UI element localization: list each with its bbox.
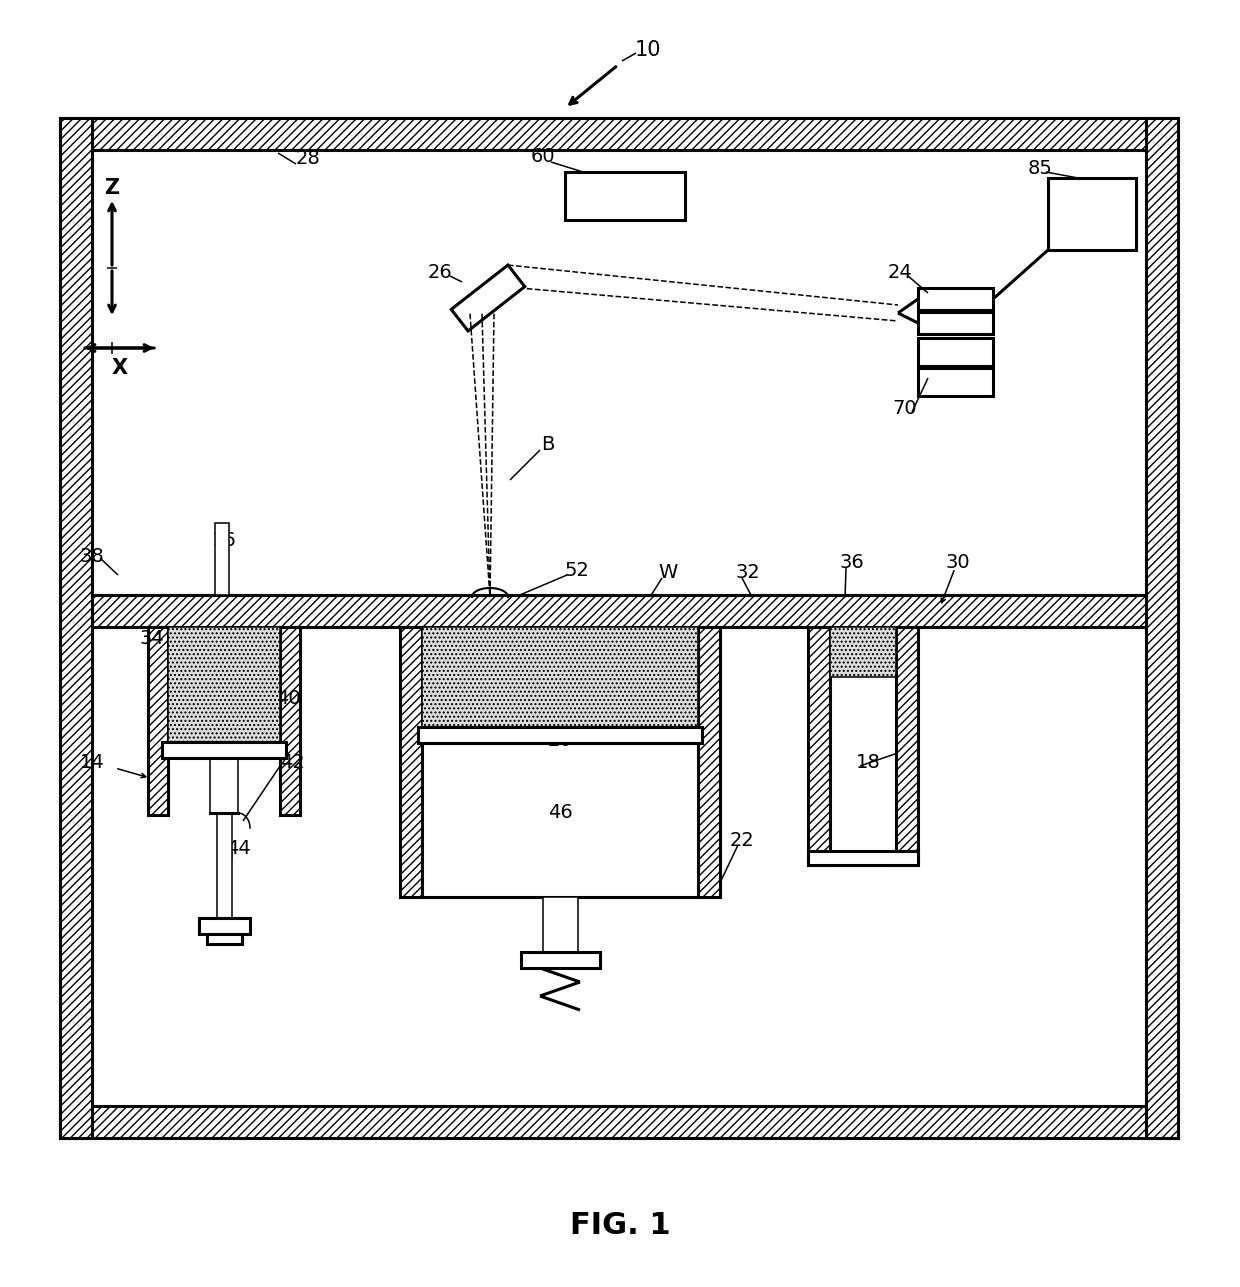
Text: 46: 46 bbox=[548, 803, 573, 821]
Bar bbox=[162, 743, 286, 758]
Text: 18: 18 bbox=[856, 753, 880, 771]
Bar bbox=[148, 627, 167, 815]
Text: 14: 14 bbox=[79, 753, 104, 771]
Bar bbox=[918, 338, 993, 366]
Bar bbox=[1048, 178, 1136, 250]
Text: P: P bbox=[217, 674, 231, 694]
Bar bbox=[207, 934, 242, 943]
Text: 26: 26 bbox=[428, 263, 453, 282]
Text: 28: 28 bbox=[295, 148, 320, 167]
Text: 42: 42 bbox=[280, 753, 304, 771]
Text: X: X bbox=[112, 358, 128, 378]
Bar bbox=[418, 727, 702, 743]
Bar bbox=[808, 627, 830, 865]
Text: Z: Z bbox=[104, 178, 119, 198]
Bar bbox=[422, 743, 698, 897]
Bar bbox=[1146, 118, 1178, 1138]
Text: 38: 38 bbox=[79, 547, 104, 565]
Text: 30: 30 bbox=[946, 553, 971, 573]
Text: 32: 32 bbox=[735, 564, 760, 583]
Bar bbox=[198, 918, 250, 934]
Bar bbox=[918, 288, 993, 310]
Bar bbox=[60, 118, 1178, 151]
Text: W: W bbox=[658, 564, 677, 583]
Text: 16: 16 bbox=[212, 530, 237, 550]
Text: 22: 22 bbox=[729, 830, 754, 849]
Bar bbox=[830, 627, 897, 677]
Bar bbox=[918, 311, 993, 335]
Text: P: P bbox=[553, 668, 567, 686]
Bar bbox=[92, 595, 1146, 627]
Bar bbox=[280, 627, 300, 815]
Bar bbox=[401, 627, 422, 897]
Text: 24: 24 bbox=[888, 263, 913, 282]
Text: 20: 20 bbox=[548, 731, 573, 749]
Text: 40: 40 bbox=[275, 689, 300, 708]
Bar bbox=[808, 851, 918, 865]
Text: 44: 44 bbox=[226, 839, 250, 857]
Text: 36: 36 bbox=[839, 553, 864, 573]
Text: FIG. 1: FIG. 1 bbox=[569, 1211, 671, 1239]
Text: B: B bbox=[542, 435, 554, 454]
Text: 34: 34 bbox=[140, 628, 165, 647]
Bar bbox=[897, 627, 918, 865]
Text: 60: 60 bbox=[531, 147, 556, 166]
Text: 52: 52 bbox=[564, 561, 589, 579]
Bar bbox=[60, 1106, 1178, 1138]
Polygon shape bbox=[451, 265, 525, 331]
Text: 85: 85 bbox=[1028, 158, 1053, 178]
Bar bbox=[217, 813, 232, 918]
Bar bbox=[543, 897, 578, 952]
Bar bbox=[698, 627, 720, 897]
Text: 70: 70 bbox=[893, 399, 918, 417]
Bar bbox=[521, 952, 600, 968]
Text: 10: 10 bbox=[635, 40, 661, 60]
Bar bbox=[210, 758, 238, 813]
Bar bbox=[60, 118, 92, 1138]
Bar bbox=[422, 627, 698, 727]
Bar bbox=[918, 368, 993, 396]
Bar bbox=[565, 172, 684, 220]
Bar bbox=[215, 523, 229, 595]
Bar bbox=[167, 627, 280, 743]
